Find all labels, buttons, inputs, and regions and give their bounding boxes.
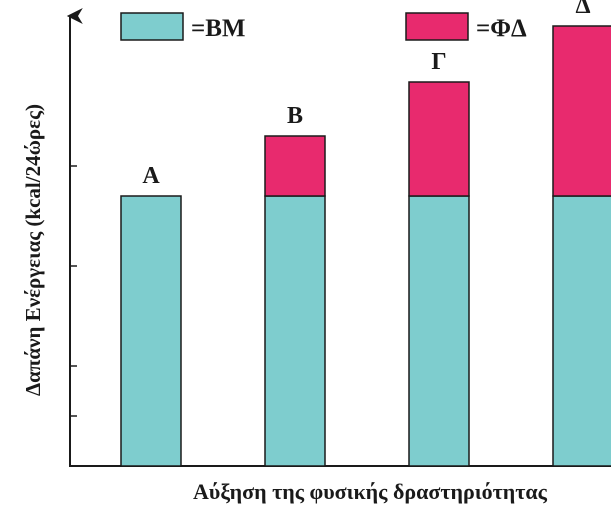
- bar-Β-ΦΔ: [264, 135, 326, 197]
- bar-Γ-ΦΔ: [408, 81, 470, 197]
- legend-label-ΦΔ: =ΦΔ: [476, 15, 527, 42]
- category-label-Α: Α: [142, 163, 160, 189]
- legend-swatch-ΦΔ: [405, 12, 469, 41]
- bar-Β-ΒΜ: [264, 195, 326, 467]
- bar-Δ-ΒΜ: [552, 195, 611, 467]
- bars: [120, 25, 611, 467]
- legend-label-ΒΜ: =ΒΜ: [191, 15, 246, 42]
- y-axis-label: Δαπάνη Ενέργειας (kcal/24ώρες): [21, 104, 45, 396]
- bar-Γ-ΒΜ: [408, 195, 470, 467]
- bar-Δ-ΦΔ: [552, 25, 611, 197]
- x-axis-label: Αύξηση της φυσικής δραστηριότητας: [193, 479, 548, 504]
- y-ticks: [70, 165, 77, 417]
- legend: =ΒΜ =ΦΔ: [120, 12, 527, 42]
- bar-Α-ΒΜ: [120, 195, 182, 467]
- category-label-Δ: Δ: [575, 0, 590, 19]
- legend-swatch-ΒΜ: [120, 12, 184, 41]
- category-labels: Α Β Γ Δ: [142, 0, 590, 189]
- category-label-Β: Β: [287, 103, 303, 129]
- category-label-Γ: Γ: [431, 49, 446, 75]
